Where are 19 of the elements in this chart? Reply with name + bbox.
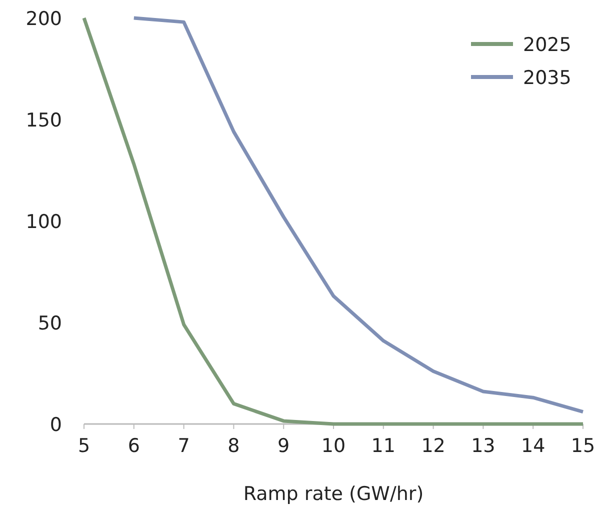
x-tick-label: 7 [178,435,190,457]
x-tick-label: 14 [521,435,546,457]
y-tick-label: 50 [38,312,62,334]
y-tick-label: 100 [26,211,62,233]
x-tick-label: 13 [471,435,496,457]
x-tick-label: 8 [228,435,240,457]
legend-label: 2035 [523,67,572,89]
x-tick-label: 9 [278,435,290,457]
x-tick-label: 15 [570,435,596,457]
y-tick-label: 0 [50,414,62,436]
x-tick-label: 5 [78,435,90,457]
x-tick-label: 6 [128,435,140,457]
legend-label: 2025 [523,34,572,56]
x-tick-label: 10 [321,435,346,457]
y-tick-label: 150 [26,110,62,132]
x-tick-label: 11 [371,435,396,457]
x-tick-label: 12 [421,435,446,457]
x-axis-title: Ramp rate (GW/hr) [243,483,424,505]
y-tick-label: 200 [26,8,62,30]
